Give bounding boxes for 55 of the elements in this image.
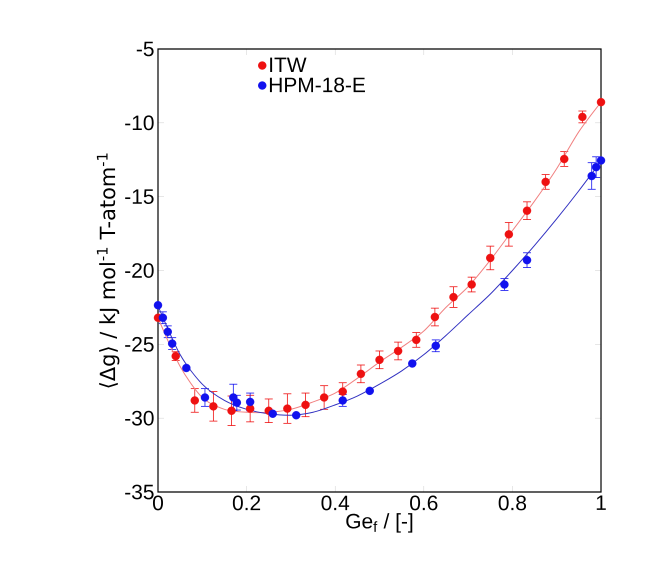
point [430,312,440,322]
point [578,112,587,122]
y-tick-label: -20 [125,263,154,278]
x-tick-label: 0.4 [321,496,350,510]
x-tick-label: 0.2 [232,496,260,510]
y-tick-label: -30 [125,410,154,426]
point [596,156,606,165]
point [246,398,254,406]
point [467,280,476,289]
x-tick-label: 0.8 [498,496,526,510]
point [522,256,532,264]
point [158,314,168,322]
point [200,393,210,402]
x-tick-label: 1 [596,496,606,510]
point [592,162,600,172]
point [366,386,374,396]
point [320,393,328,402]
point [283,404,292,413]
point [375,356,384,364]
point [541,178,550,186]
point [164,328,172,336]
point [412,336,420,344]
point [338,396,347,405]
point [500,280,509,289]
point [268,410,277,418]
point [449,292,458,302]
y-tick-label: -15 [125,189,154,204]
x-tick-label: 0 [152,496,163,510]
point [522,206,532,215]
point [432,342,440,350]
point [394,346,402,356]
point [301,400,310,410]
point [190,396,199,405]
legend-label: ITW [270,58,306,72]
legend-label: HPM-18-E [270,77,365,92]
point [588,172,596,180]
point [596,98,606,106]
y-tick-label: -10 [125,115,154,130]
x-tick-label: 0.6 [410,496,438,510]
point [182,364,191,372]
point [560,154,568,164]
y-axis-title: ⟨Δg⟩ / kJ mol$^{-1}$ T-atom$^{-1}$ [96,154,120,388]
point [338,387,347,396]
y-tick-label: -25 [125,336,154,352]
point [486,254,494,262]
point [154,301,162,310]
y-tick-label: -35 [125,484,154,500]
x-axis-title: Ge$_{f}$ / [-] [346,513,412,533]
point [209,402,218,411]
point [356,370,366,378]
point [292,411,300,420]
point [504,230,514,239]
y-tick-label: -5 [136,42,154,56]
point [232,398,242,407]
point [408,359,416,368]
